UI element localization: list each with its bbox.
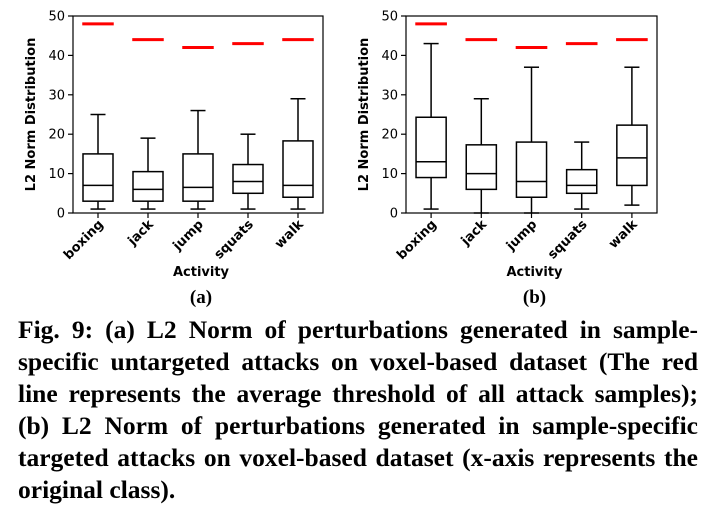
y-tick-label: 40 bbox=[381, 49, 398, 64]
y-tick-label: 0 bbox=[57, 207, 65, 222]
box-jump bbox=[515, 66, 548, 214]
x-axis-label: Activity bbox=[506, 265, 563, 280]
chart-panel-a: 0 10 20 30 40 50 boxing jack jump squats walk Activ… bbox=[24, 10, 324, 308]
y-tick-label: 20 bbox=[48, 128, 65, 143]
y-tick-label: 0 bbox=[390, 207, 398, 222]
box-jack bbox=[132, 137, 164, 210]
iqr-box bbox=[232, 163, 264, 195]
x-tick-label: boxing bbox=[394, 217, 440, 263]
box-boxing bbox=[82, 113, 114, 210]
x-tick-label: squats bbox=[545, 217, 590, 262]
y-axis-label: L2 Norm Distribution bbox=[24, 38, 39, 192]
iqr-box bbox=[565, 168, 598, 195]
box-squats bbox=[232, 133, 264, 210]
x-tick-label: jack bbox=[458, 217, 490, 249]
y-axis-label: L2 Norm Distribution bbox=[357, 38, 372, 192]
box-walk bbox=[616, 66, 648, 206]
x-tick-label: jump bbox=[170, 217, 207, 254]
y-tick-label: 50 bbox=[48, 10, 65, 25]
y-tick-label: 10 bbox=[48, 167, 65, 182]
iqr-box bbox=[82, 153, 114, 202]
figure-caption: Fig. 9: (a) L2 Norm of perturbations gen… bbox=[18, 315, 698, 504]
box-boxing bbox=[415, 42, 447, 210]
y-tick-label: 10 bbox=[381, 167, 398, 182]
panel-label: (a) bbox=[190, 287, 212, 308]
y-tick-label: 40 bbox=[48, 49, 65, 64]
x-tick-label: walk bbox=[606, 217, 641, 252]
box-walk bbox=[282, 97, 314, 210]
iqr-box bbox=[616, 124, 648, 187]
iqr-box bbox=[282, 140, 314, 198]
box-jump bbox=[182, 109, 214, 210]
box-squats bbox=[565, 141, 598, 210]
y-tick-label: 30 bbox=[48, 88, 65, 103]
y-tick-label: 50 bbox=[381, 10, 398, 25]
iqr-box bbox=[132, 170, 164, 202]
panel-label: (b) bbox=[523, 287, 546, 308]
x-tick-label: boxing bbox=[61, 217, 107, 263]
iqr-box bbox=[465, 144, 498, 191]
x-tick-label: jump bbox=[503, 217, 540, 254]
y-tick-label: 20 bbox=[381, 128, 398, 143]
x-tick-label: walk bbox=[272, 217, 307, 252]
box-jack bbox=[465, 97, 498, 214]
chart-panel-b: 0 10 20 30 40 50 boxing jack jump squats walk Activ… bbox=[357, 10, 658, 308]
x-axis-label: Activity bbox=[173, 265, 230, 280]
x-tick-label: squats bbox=[212, 217, 257, 262]
iqr-box bbox=[415, 116, 447, 179]
iqr-box bbox=[515, 141, 548, 198]
y-tick-label: 30 bbox=[381, 88, 398, 103]
x-tick-label: jack bbox=[125, 217, 157, 249]
iqr-box bbox=[182, 153, 214, 202]
